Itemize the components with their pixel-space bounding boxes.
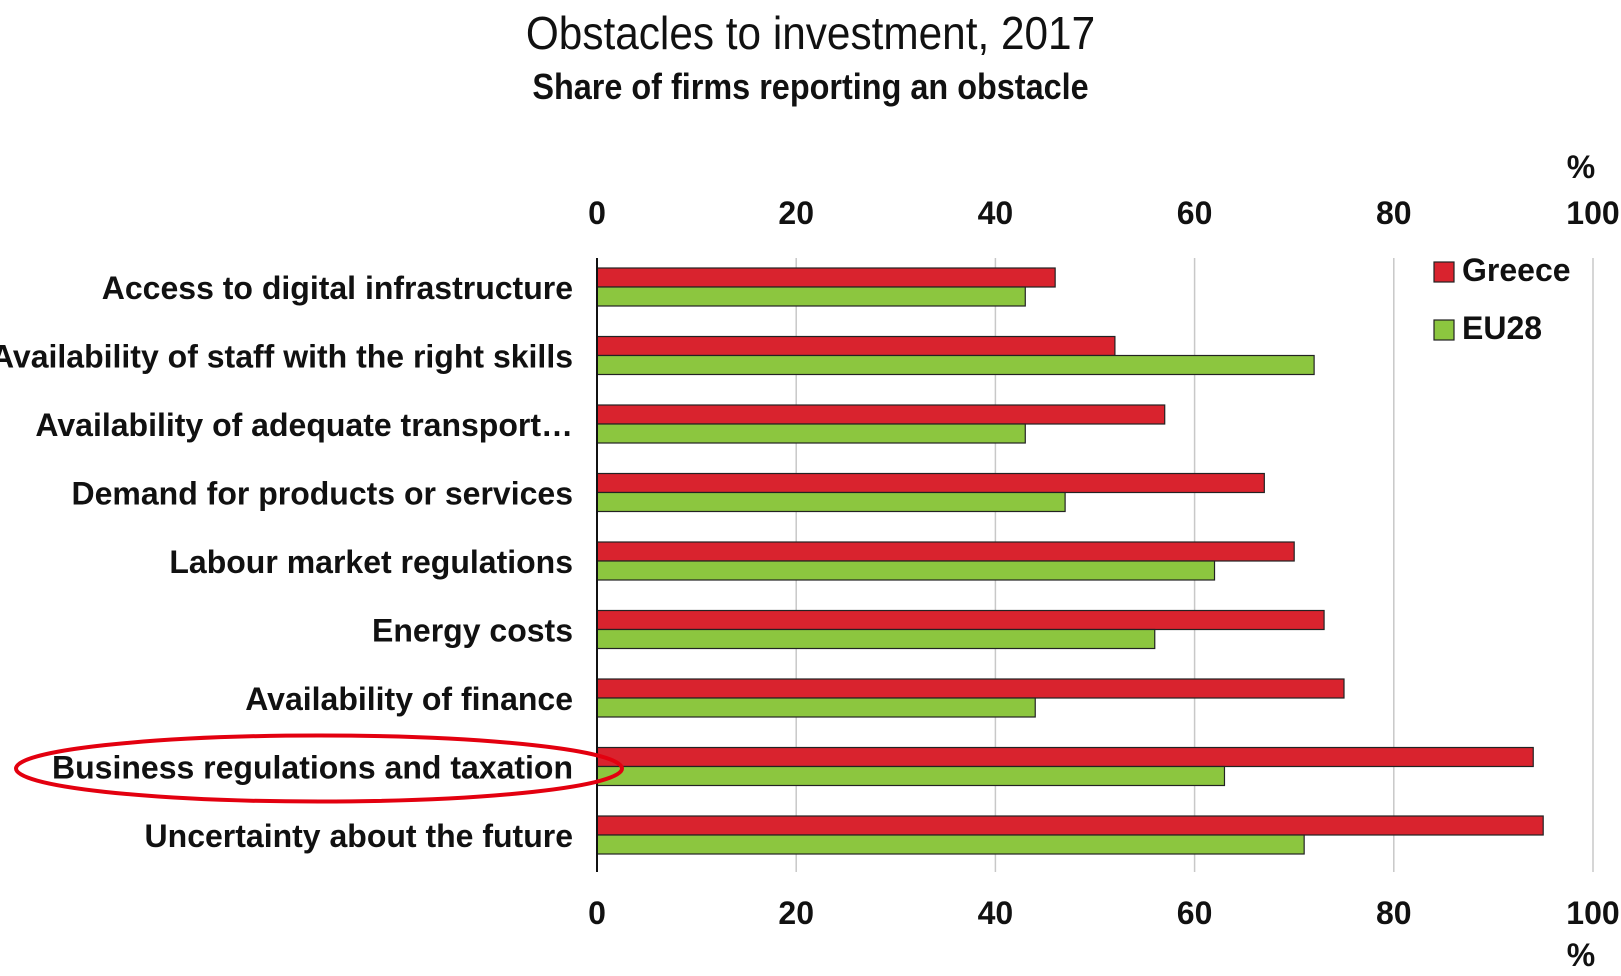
bar-greece bbox=[596, 335, 1116, 357]
bar-eu28 bbox=[596, 765, 1226, 787]
x-tick-label-top: 20 bbox=[778, 195, 814, 231]
x-tick-label-top: 60 bbox=[1177, 195, 1213, 231]
bar-greece bbox=[596, 815, 1544, 836]
bar-eu28 bbox=[596, 354, 1315, 376]
legend-label-greece: Greece bbox=[1462, 252, 1571, 288]
chart-title: Obstacles to investment, 2017 bbox=[525, 7, 1096, 59]
bar-eu28 bbox=[596, 697, 1036, 718]
category-label: Availability of staff with the right ski… bbox=[0, 339, 573, 375]
category-label: Demand for products or services bbox=[72, 476, 573, 512]
bar-greece bbox=[596, 404, 1166, 425]
category-label: Uncertainty about the future bbox=[145, 818, 573, 854]
bar-greece bbox=[596, 472, 1265, 494]
bar-greece bbox=[596, 678, 1345, 699]
unit-label-top: % bbox=[1567, 149, 1595, 185]
bar-greece bbox=[596, 746, 1534, 768]
legend-swatch-eu28 bbox=[1433, 319, 1455, 341]
bar-eu28 bbox=[596, 286, 1026, 307]
x-tick-label-bottom: 20 bbox=[778, 895, 814, 931]
x-tick-label-top: 80 bbox=[1376, 195, 1412, 231]
unit-label-bottom: % bbox=[1567, 937, 1595, 973]
category-label: Business regulations and taxation bbox=[52, 750, 573, 786]
x-tick-label-bottom: 60 bbox=[1177, 895, 1213, 931]
category-label: Energy costs bbox=[372, 613, 573, 649]
x-tick-label-bottom: 40 bbox=[978, 895, 1014, 931]
bar-eu28 bbox=[596, 834, 1305, 855]
x-tick-label-bottom: 0 bbox=[588, 895, 606, 931]
x-tick-label-top: 0 bbox=[588, 195, 606, 231]
category-label: Availability of finance bbox=[245, 681, 573, 717]
highlight-ellipse bbox=[14, 733, 624, 804]
bar-greece bbox=[596, 609, 1325, 631]
chart-subtitle: Share of firms reporting an obstacle bbox=[532, 66, 1089, 107]
bar-eu28 bbox=[596, 423, 1026, 444]
bar-eu28 bbox=[596, 560, 1216, 581]
category-label: Labour market regulations bbox=[169, 544, 573, 580]
bar-eu28 bbox=[596, 491, 1066, 513]
x-tick-label-bottom: 100 bbox=[1566, 895, 1619, 931]
bar-eu28 bbox=[596, 628, 1156, 650]
bar-greece bbox=[596, 267, 1056, 288]
bar-greece bbox=[596, 541, 1295, 562]
x-tick-label-top: 100 bbox=[1566, 195, 1619, 231]
x-tick-label-top: 40 bbox=[978, 195, 1014, 231]
category-label: Access to digital infrastructure bbox=[102, 270, 573, 306]
legend-label-eu28: EU28 bbox=[1462, 310, 1542, 346]
x-tick-label-bottom: 80 bbox=[1376, 895, 1412, 931]
legend-swatch-greece bbox=[1433, 261, 1455, 283]
category-label: Availability of adequate transport… bbox=[35, 407, 573, 443]
